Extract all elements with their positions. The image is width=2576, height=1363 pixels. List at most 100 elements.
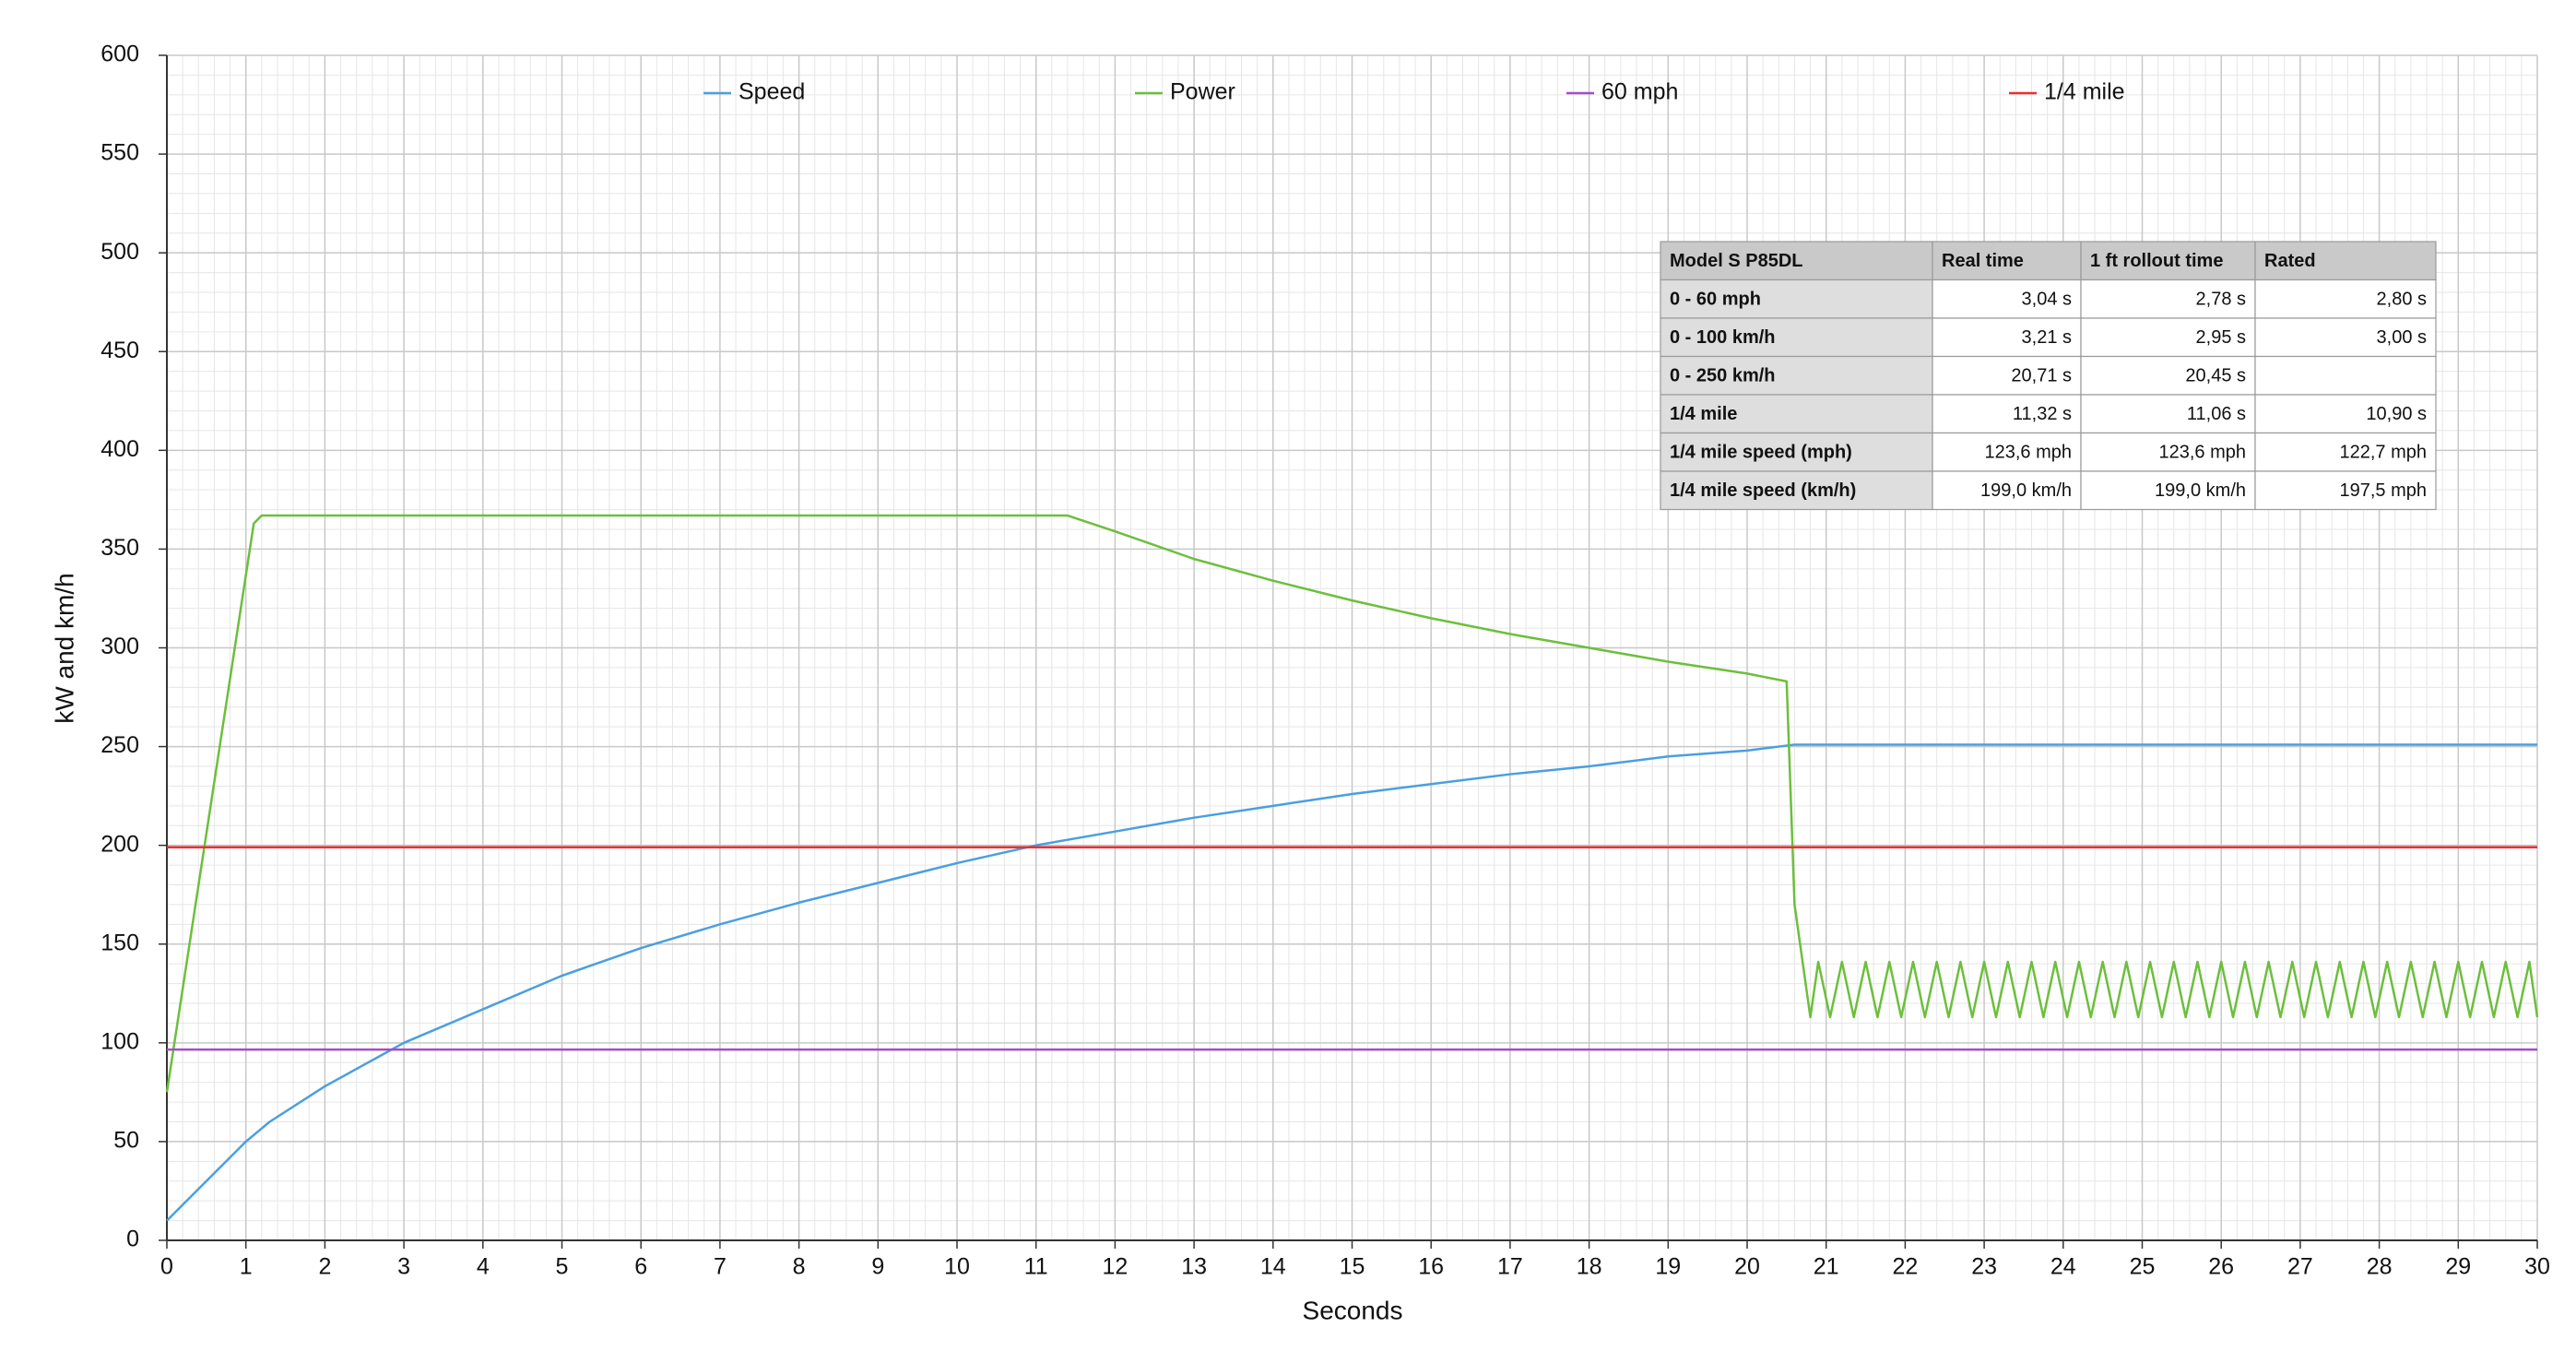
table-text: 3,21 s bbox=[2022, 327, 2072, 348]
table-text: 3,04 s bbox=[2022, 290, 2072, 310]
table-cell bbox=[1660, 394, 1933, 434]
table-header: 1 ft rollout time bbox=[2090, 251, 2223, 271]
table-text: 199,0 km/h bbox=[2155, 480, 2246, 501]
x-tick-label: 3 bbox=[397, 1254, 410, 1280]
table-cell bbox=[1932, 355, 2082, 396]
table-text: 197,5 mph bbox=[2339, 480, 2427, 501]
x-tick-label: 13 bbox=[1181, 1254, 1207, 1280]
table-text: 123,6 mph bbox=[2158, 443, 2246, 463]
table-text: 0 - 60 mph bbox=[1670, 290, 1761, 310]
x-tick-label: 0 bbox=[160, 1254, 173, 1280]
table-text: 2,80 s bbox=[2377, 290, 2427, 310]
table-cell bbox=[2254, 279, 2437, 319]
x-axis-label: Seconds bbox=[1303, 1296, 1403, 1324]
series-line bbox=[165, 514, 2539, 1093]
x-tick-label: 28 bbox=[2367, 1254, 2393, 1280]
legend-label: Power bbox=[1170, 79, 1235, 105]
y-tick-label: 300 bbox=[100, 634, 139, 659]
table-cell bbox=[1932, 317, 2082, 358]
y-tick-label: 400 bbox=[100, 436, 139, 462]
table-text: 122,7 mph bbox=[2339, 443, 2427, 463]
table-cell bbox=[2080, 241, 2256, 281]
labels: 0 1 2 3 4 5 6 7 8 9 10 11 12 13 14 15 16 17 18 19 20 21 22 23 24… bbox=[100, 41, 2550, 1280]
table-cell bbox=[2254, 355, 2437, 396]
x-tick-label: 25 bbox=[2130, 1254, 2156, 1280]
table-cell bbox=[2080, 355, 2256, 396]
table-header: Model S P85DL bbox=[1670, 251, 1802, 271]
table-cell bbox=[2254, 394, 2437, 434]
table-cell bbox=[2254, 317, 2437, 358]
x-tick-label: 2 bbox=[318, 1254, 331, 1280]
x-tick-label: 19 bbox=[1655, 1254, 1681, 1280]
x-tick-label: 7 bbox=[714, 1254, 727, 1280]
legend-label: Speed bbox=[739, 79, 805, 105]
table-cell bbox=[1932, 432, 2082, 472]
table-text: 2,78 s bbox=[2196, 290, 2246, 310]
table-text: 3,00 s bbox=[2377, 327, 2427, 348]
x-tick-label: 16 bbox=[1418, 1254, 1444, 1280]
y-tick-label: 50 bbox=[113, 1128, 139, 1154]
x-tick-label: 30 bbox=[2524, 1254, 2550, 1280]
x-tick-label: 14 bbox=[1260, 1254, 1286, 1280]
table-text: 11,06 s bbox=[2187, 404, 2246, 424]
table: Model S P85DL Real time 1 ft rollout time R… bbox=[1660, 241, 2437, 511]
x-tick-label: 23 bbox=[1971, 1254, 1997, 1280]
legend: Speed Power 60 mph 1/4 mile bbox=[703, 79, 2125, 105]
table-text: 10,90 s bbox=[2366, 404, 2427, 424]
table-cell bbox=[1660, 241, 1933, 281]
y-tick-label: 250 bbox=[100, 732, 139, 758]
table-cell bbox=[1932, 279, 2082, 319]
x-tick-label: 6 bbox=[634, 1254, 647, 1280]
table-text: 2,95 s bbox=[2196, 327, 2246, 348]
table-cell bbox=[2254, 241, 2437, 281]
table-cell bbox=[1932, 241, 2082, 281]
table-text: 11,32 s bbox=[2013, 404, 2072, 424]
x-tick-label: 24 bbox=[2050, 1254, 2076, 1280]
table-cell bbox=[2080, 317, 2256, 358]
x-tick-label: 29 bbox=[2445, 1254, 2471, 1280]
table-text: 1/4 mile speed (km/h) bbox=[1670, 480, 1856, 501]
marks bbox=[165, 514, 2539, 1222]
table-text: 0 - 250 km/h bbox=[1670, 366, 1776, 386]
table-header: Real time bbox=[1942, 251, 2024, 271]
x-tick-label: 8 bbox=[793, 1254, 806, 1280]
table-cell bbox=[1660, 470, 1933, 511]
x-tick-label: 20 bbox=[1734, 1254, 1760, 1280]
table-text: 1/4 mile speed (mph) bbox=[1670, 443, 1852, 463]
x-tick-label: 21 bbox=[1814, 1254, 1839, 1280]
x-tick-label: 26 bbox=[2208, 1254, 2234, 1280]
y-tick-label: 550 bbox=[100, 140, 139, 166]
y-tick-label: 600 bbox=[100, 41, 139, 67]
x-tick-label: 1 bbox=[240, 1254, 253, 1280]
x-tick-label: 17 bbox=[1497, 1254, 1523, 1280]
y-axis-label: kW and km/h bbox=[50, 573, 78, 723]
table-header: Rated bbox=[2264, 251, 2316, 271]
x-tick-label: 18 bbox=[1577, 1254, 1602, 1280]
x-tick-label: 15 bbox=[1340, 1254, 1365, 1280]
x-tick-label: 9 bbox=[871, 1254, 884, 1280]
table-text: 0 - 100 km/h bbox=[1670, 327, 1776, 348]
y-tick-label: 150 bbox=[100, 930, 139, 955]
table-text: 123,6 mph bbox=[1984, 443, 2072, 463]
table-cell bbox=[2254, 470, 2437, 511]
legend-label: 1/4 mile bbox=[2044, 79, 2125, 105]
y-tick-label: 200 bbox=[100, 831, 139, 857]
y-tick-label: 350 bbox=[100, 535, 139, 561]
x-tick-label: 4 bbox=[477, 1254, 490, 1280]
x-tick-label: 11 bbox=[1024, 1254, 1048, 1280]
x-tick-label: 5 bbox=[556, 1254, 569, 1280]
y-tick-label: 450 bbox=[100, 338, 139, 363]
x-tick-label: 10 bbox=[944, 1254, 970, 1280]
table-text: 199,0 km/h bbox=[1980, 480, 2072, 501]
y-tick-label: 100 bbox=[100, 1028, 139, 1054]
table-text: 20,45 s bbox=[2185, 366, 2246, 386]
x-tick-label: 27 bbox=[2287, 1254, 2313, 1280]
x-tick-label: 22 bbox=[1892, 1254, 1918, 1280]
x-tick-label: 12 bbox=[1102, 1254, 1128, 1280]
y-tick-label: 0 bbox=[126, 1227, 139, 1252]
grid bbox=[159, 54, 2538, 1249]
table-text: 1/4 mile bbox=[1670, 404, 1737, 424]
y-tick-label: 500 bbox=[100, 239, 139, 265]
legend-label: 60 mph bbox=[1601, 79, 1678, 105]
